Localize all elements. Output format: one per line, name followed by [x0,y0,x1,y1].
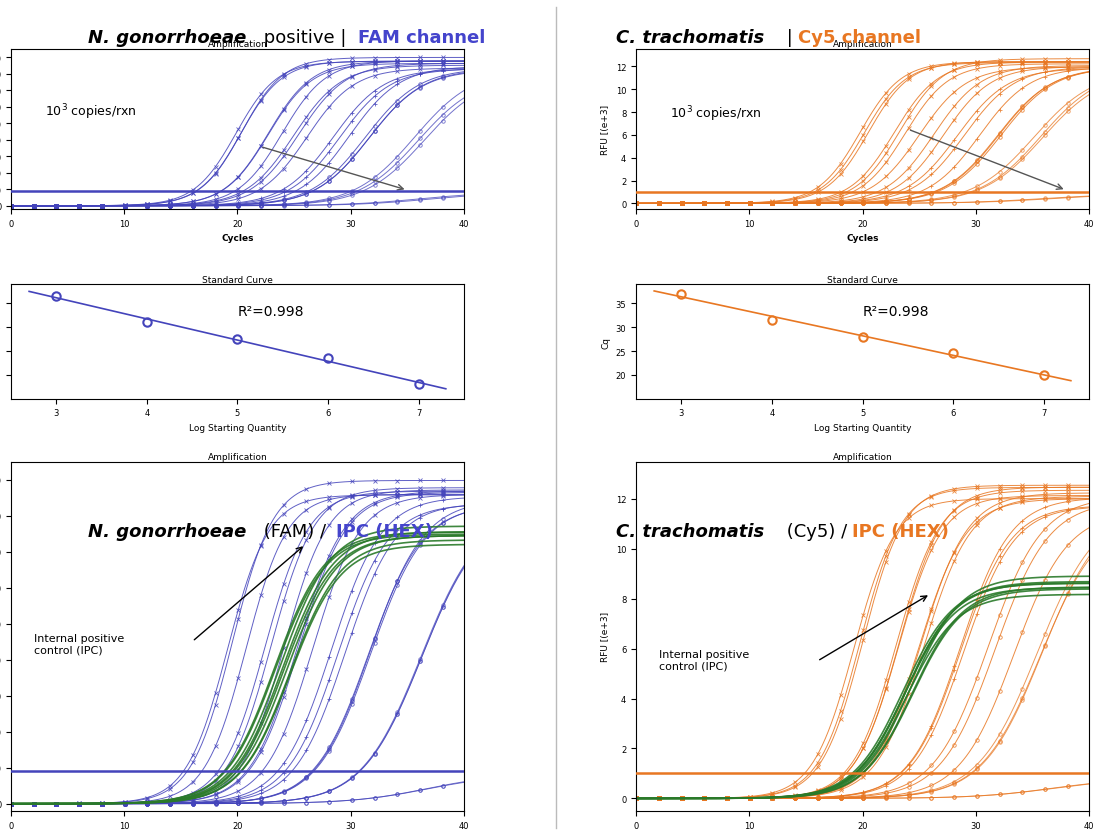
Text: R²=0.998: R²=0.998 [862,305,929,319]
Y-axis label: RFU [(e+3]: RFU [(e+3] [602,611,610,661]
Text: IPC (HEX): IPC (HEX) [336,522,432,541]
Y-axis label: Cq: Cq [602,336,610,348]
Text: $10^3$ copies/rxn: $10^3$ copies/rxn [670,104,761,125]
Title: Amplification: Amplification [833,452,892,461]
Text: $10^3$ copies/rxn: $10^3$ copies/rxn [45,102,136,122]
Text: FAM channel: FAM channel [358,29,485,48]
Text: Internal positive
control (IPC): Internal positive control (IPC) [659,650,749,670]
Title: Amplification: Amplification [208,40,267,49]
Text: IPC (HEX): IPC (HEX) [852,522,949,541]
Title: Amplification: Amplification [208,452,267,461]
Text: C. trachomatis: C. trachomatis [616,522,764,541]
Text: (Cy5) /: (Cy5) / [781,522,852,541]
Text: Internal positive
control (IPC): Internal positive control (IPC) [34,633,124,655]
Text: |: | [781,29,799,48]
Text: positive |: positive | [258,29,353,48]
X-axis label: Cycles: Cycles [221,234,254,243]
X-axis label: Log Starting Quantity: Log Starting Quantity [814,423,911,432]
Text: N. gonorrhoeae: N. gonorrhoeae [88,29,246,48]
Y-axis label: RFU [(e+3]: RFU [(e+3] [602,105,610,155]
Text: Cy5 channel: Cy5 channel [798,29,921,48]
X-axis label: Cycles: Cycles [846,234,879,243]
Title: Standard Curve: Standard Curve [202,275,273,284]
X-axis label: Log Starting Quantity: Log Starting Quantity [189,423,286,432]
Text: (FAM) /: (FAM) / [258,522,332,541]
Text: R²=0.998: R²=0.998 [238,305,304,319]
Text: C. trachomatis: C. trachomatis [616,29,764,48]
Text: N. gonorrhoeae: N. gonorrhoeae [88,522,246,541]
Title: Standard Curve: Standard Curve [827,275,898,284]
Title: Amplification: Amplification [833,40,892,49]
